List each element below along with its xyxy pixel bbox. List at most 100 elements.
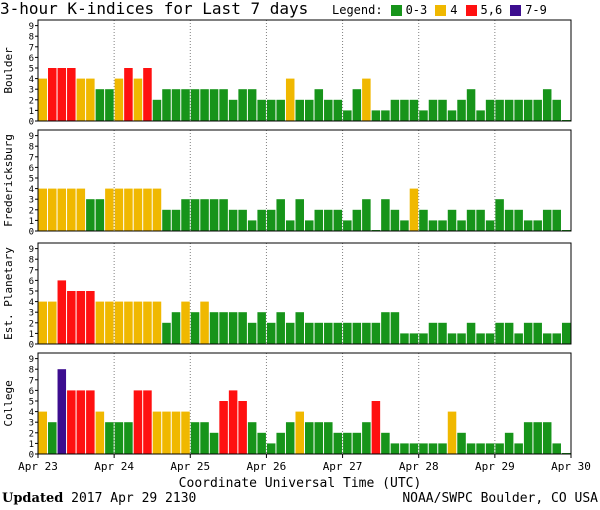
k-index-bar — [324, 99, 333, 121]
legend-item-5-6: 5,6 — [465, 3, 502, 17]
k-index-bar — [419, 209, 428, 231]
k-index-bar — [133, 78, 143, 121]
k-index-bar — [171, 312, 181, 344]
y-tick-label: 8 — [29, 33, 34, 43]
k-index-bar — [95, 301, 105, 344]
k-index-bar — [247, 89, 257, 121]
k-index-bar — [390, 443, 400, 454]
k-index-bar — [152, 99, 162, 121]
k-index-bar — [114, 188, 124, 231]
y-tick-label: 3 — [29, 419, 34, 429]
k-index-bar — [67, 188, 76, 231]
legend-swatch-yellow — [435, 4, 447, 16]
k-index-bar — [333, 99, 343, 121]
y-tick-label: 1 — [29, 107, 34, 117]
y-tick-label: 1 — [29, 217, 34, 227]
k-index-bar — [504, 322, 514, 344]
k-index-bar — [352, 209, 362, 231]
k-index-bar — [276, 432, 285, 454]
k-index-bar — [209, 312, 219, 344]
k-index-bar — [324, 422, 333, 454]
k-index-bar — [552, 99, 561, 121]
k-index-bar — [352, 432, 362, 454]
k-index-bar — [409, 188, 419, 231]
k-index-bar — [276, 199, 285, 231]
legend-item-label: 7-9 — [525, 3, 547, 17]
k-index-bar — [390, 99, 400, 121]
k-index-bar — [266, 322, 276, 344]
y-tick-label: 5 — [29, 288, 34, 298]
k-index-bar — [105, 301, 114, 344]
k-index-bar — [162, 322, 171, 344]
panel-border — [37, 129, 572, 232]
k-index-bar — [514, 99, 523, 121]
updated-stamp: Updated 2017 Apr 29 2130 — [2, 491, 196, 506]
k-index-bar — [485, 220, 495, 231]
k-index-bar — [466, 89, 476, 121]
k-index-bar — [171, 411, 181, 454]
k-index-bar — [457, 432, 466, 454]
k-index-bar — [552, 333, 561, 344]
k-index-bar — [542, 422, 552, 454]
updated-label: Updated — [2, 491, 64, 506]
k-index-bar — [542, 333, 552, 344]
k-index-bar — [523, 99, 533, 121]
k-index-bar — [333, 322, 343, 344]
k-index-bar — [381, 199, 390, 231]
k-index-bar — [152, 411, 162, 454]
k-index-bar — [428, 443, 438, 454]
k-index-bar — [552, 209, 561, 231]
x-tick-label: Apr 26 — [247, 460, 287, 473]
k-index-bar — [228, 390, 238, 454]
k-index-bar — [485, 99, 495, 121]
k-index-bar — [86, 291, 95, 344]
y-tick-label: 0 — [29, 118, 34, 128]
k-index-bar — [181, 199, 190, 231]
k-index-bar — [533, 99, 542, 121]
legend-item-7-9: 7-9 — [510, 3, 547, 17]
k-index-bar — [466, 443, 476, 454]
k-index-bar — [305, 422, 314, 454]
k-index-bar — [428, 322, 438, 344]
k-index-bar — [305, 322, 314, 344]
panel-border — [37, 352, 572, 455]
k-index-bar — [247, 422, 257, 454]
k-index-bar — [400, 443, 409, 454]
k-index-bar — [228, 99, 238, 121]
k-index-bar — [171, 209, 181, 231]
y-tick-label: 6 — [29, 277, 34, 287]
k-index-bar — [428, 99, 438, 121]
credit-text: NOAA/SWPC Boulder, CO USA — [402, 491, 598, 506]
k-index-bar — [409, 443, 419, 454]
k-index-bar — [314, 209, 324, 231]
k-index-bar — [447, 110, 457, 121]
y-tick-label: 7 — [29, 153, 34, 163]
k-index-bar — [67, 291, 76, 344]
k-index-bar — [124, 68, 133, 121]
y-tick-label: 3 — [29, 86, 34, 96]
k-index-bar — [124, 422, 133, 454]
k-index-bar — [266, 99, 276, 121]
k-index-bar — [514, 209, 523, 231]
k-index-bar — [305, 220, 314, 231]
k-index-bar — [48, 188, 57, 231]
k-index-bar — [247, 220, 257, 231]
k-index-bar — [200, 199, 209, 231]
x-tick-label: Apr 28 — [399, 460, 439, 473]
k-index-bar — [57, 68, 67, 121]
k-index-bar — [257, 312, 266, 344]
k-index-bar — [476, 209, 485, 231]
k-index-bar — [362, 78, 371, 121]
y-tick-label: 3 — [29, 196, 34, 206]
k-index-bar — [38, 411, 48, 454]
k-index-bar — [419, 110, 428, 121]
k-index-bar — [209, 199, 219, 231]
k-index-bar — [466, 209, 476, 231]
k-index-bar — [285, 422, 295, 454]
k-index-bar — [266, 443, 276, 454]
k-index-bar — [333, 209, 343, 231]
panel-label: College — [2, 380, 15, 426]
k-index-bar — [190, 199, 200, 231]
k-index-bar — [447, 209, 457, 231]
y-tick-label: 0 — [29, 341, 34, 351]
